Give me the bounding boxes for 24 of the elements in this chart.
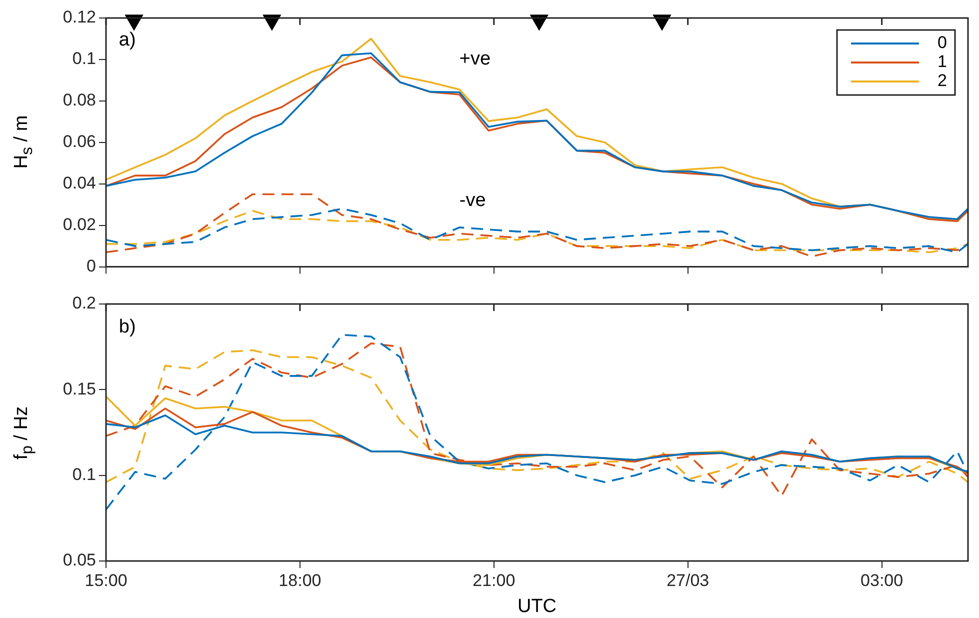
y-tick-label: 0 [86, 256, 96, 276]
x-tick-label: 21:00 [472, 570, 516, 590]
y-tick-label: 0.15 [62, 379, 96, 398]
y-tick-label: 0.04 [62, 174, 96, 193]
y-tick-label: 0.12 [62, 8, 96, 27]
annotation: +ve [459, 48, 491, 70]
annotation: b) [118, 316, 136, 338]
x-tick-label: 15:00 [84, 570, 128, 590]
y-tick-label: 0.2 [72, 294, 96, 313]
annotation: -ve [459, 190, 486, 212]
y-tick-label: 0.1 [72, 49, 96, 68]
y-tick-label: 0.1 [72, 465, 96, 484]
y-tick-label: 0.05 [62, 550, 96, 570]
legend-label: 2 [938, 71, 947, 90]
x-axis-title: UTC [517, 596, 557, 617]
legend-label: 0 [938, 33, 947, 52]
annotation: a) [118, 30, 136, 51]
x-tick-label: 03:00 [860, 570, 904, 590]
x-tick-label: 27/03 [666, 570, 710, 590]
y-tick-label: 0.02 [62, 215, 96, 234]
x-tick-label: 18:00 [278, 570, 322, 590]
y-tick-label: 0.08 [62, 90, 96, 110]
y-tick-label: 0.06 [62, 132, 96, 152]
legend-label: 1 [938, 52, 947, 72]
